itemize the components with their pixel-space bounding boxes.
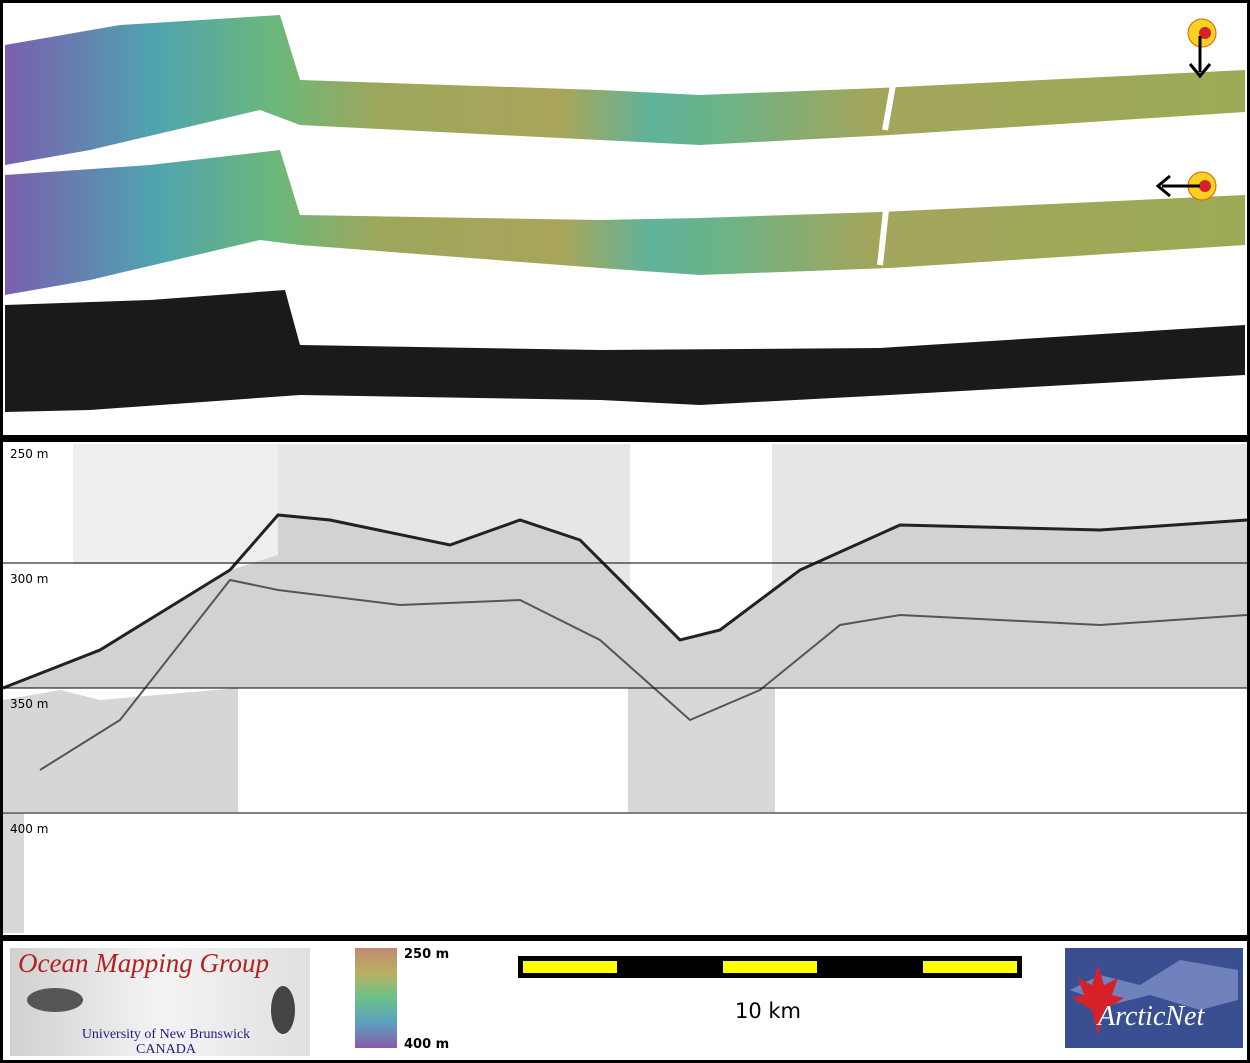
logo-text: ArcticNet — [1096, 1001, 1205, 1032]
profile-segment — [3, 813, 24, 933]
sun-icons — [1155, 18, 1217, 201]
scale-bar-label: 10 km — [735, 999, 801, 1023]
profile-segment — [3, 688, 238, 812]
colorbar-top-label: 250 m — [404, 947, 449, 962]
scale-bar: 10 km — [518, 956, 1022, 1023]
depth-label: 300 m — [10, 572, 48, 586]
sediment — [3, 515, 1247, 690]
swath-shaded — [5, 15, 1245, 165]
scale-bar-segment — [923, 961, 1017, 973]
profile-segment — [628, 688, 775, 812]
sun-icon-core — [1199, 180, 1211, 192]
subbottom-reflector — [39, 578, 1248, 771]
depth-grid: 250 m 300 m 350 m 400 m — [3, 447, 1247, 836]
arcticnet-logo: ArcticNet — [1065, 948, 1243, 1048]
colorbar-gradient — [355, 948, 397, 1048]
subbottom-profile — [2, 444, 1248, 933]
swath-bathymetry — [5, 15, 1245, 412]
logo-title: Ocean Mapping Group — [18, 948, 269, 978]
swath-unshaded — [5, 150, 1245, 295]
arrowhead — [1188, 63, 1212, 79]
depth-label: 350 m — [10, 697, 48, 711]
colorbar: 250 m 400 m — [355, 947, 449, 1052]
gap — [877, 209, 889, 266]
logo-leaf — [1072, 965, 1124, 1035]
sun-icon-core — [1199, 27, 1211, 39]
depth-label: 250 m — [10, 447, 48, 461]
profile-segment — [73, 444, 278, 564]
depth-label: 400 m — [10, 822, 48, 836]
logo-country: CANADA — [136, 1042, 197, 1057]
logo-university: University of New Brunswick — [82, 1027, 250, 1042]
gap — [882, 84, 896, 131]
swath-backscatter — [5, 290, 1245, 412]
arrowhead — [1155, 174, 1171, 198]
scale-bar-segment — [523, 961, 617, 973]
logo-ship — [271, 986, 295, 1034]
scale-bar-segment — [723, 961, 817, 973]
seabed — [2, 513, 1248, 690]
logo-ship — [27, 988, 83, 1012]
omg-logo: Ocean Mapping Group University of New Br… — [10, 948, 310, 1057]
colorbar-bottom-label: 400 m — [404, 1037, 449, 1052]
